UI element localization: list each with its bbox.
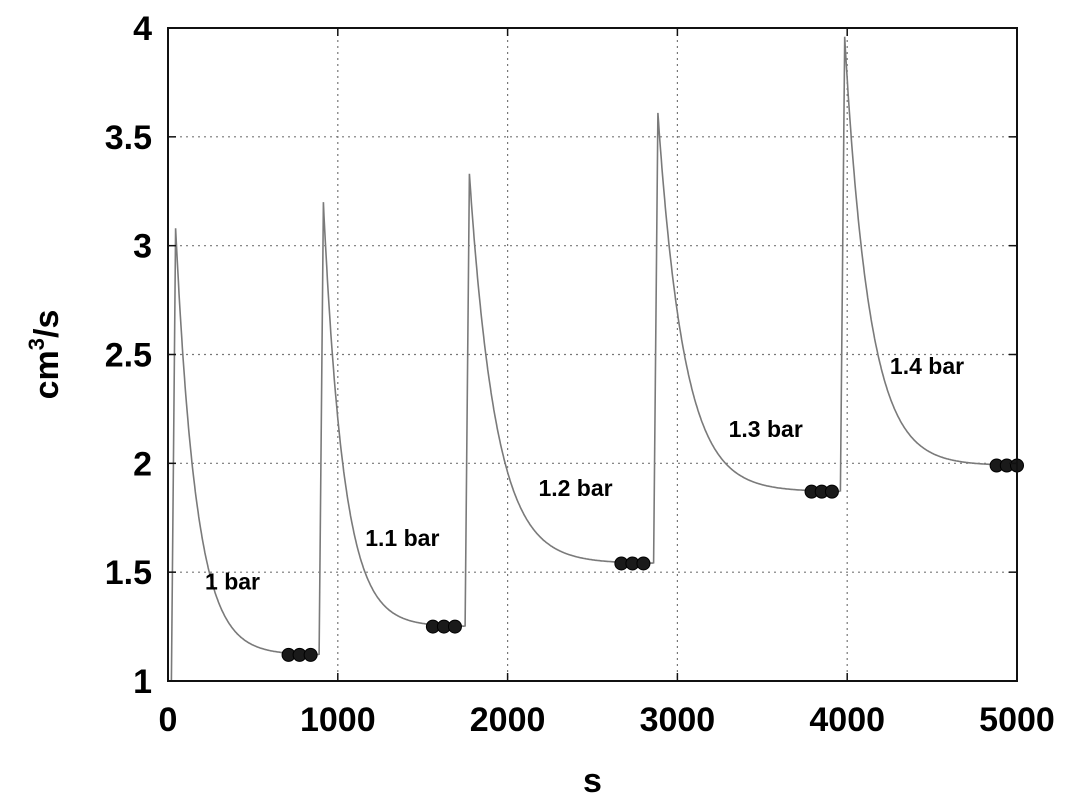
plateau-markers	[281, 458, 1024, 662]
plateau-marker	[824, 484, 839, 499]
plateau-marker	[636, 556, 651, 571]
plateau-marker	[303, 647, 318, 662]
y-tick-label: 2	[133, 445, 152, 483]
series-curve	[839, 36, 1017, 492]
y-tick-label: 2.5	[105, 337, 152, 375]
y-tick-label: 4	[133, 10, 152, 48]
y-tick-label: 3.5	[105, 119, 152, 157]
step-annotation: 1.3 bar	[729, 416, 803, 442]
x-tick-label: 1000	[300, 701, 376, 739]
y-axis-title: cm3/s	[24, 310, 66, 400]
y-tick-label: 3	[133, 228, 152, 266]
series-curve	[170, 228, 319, 682]
y-axis-title-main: cm	[28, 350, 66, 399]
step-annotations: 1 bar 1.1 bar 1.2 bar 1.3 bar 1.4 bar	[205, 353, 964, 594]
y-axis-title-superscript: 3	[24, 338, 49, 350]
grid-lines	[168, 28, 1017, 681]
x-axis-title: s	[583, 762, 602, 800]
x-tick-label: 5000	[979, 701, 1055, 739]
step-annotation: 1.1 bar	[365, 525, 439, 551]
x-tick-label: 0	[159, 701, 178, 739]
step-annotation: 1.2 bar	[538, 475, 612, 501]
y-tick-label: 1	[133, 663, 152, 701]
series-curve	[318, 202, 465, 655]
plateau-marker	[447, 619, 462, 634]
step-annotation: 1 bar	[205, 569, 260, 595]
y-axis-title-suffix: /s	[28, 310, 66, 338]
x-tick-label: 3000	[640, 701, 716, 739]
x-tick-label: 4000	[809, 701, 885, 739]
axis-ticks: 0 1000 2000 3000 4000 5000 1 1.5 2 2.5 3 3.5 4	[105, 10, 1055, 739]
step-annotation: 1.4 bar	[890, 353, 964, 379]
y-tick-label: 1.5	[105, 554, 152, 592]
x-tick-label: 2000	[470, 701, 546, 739]
